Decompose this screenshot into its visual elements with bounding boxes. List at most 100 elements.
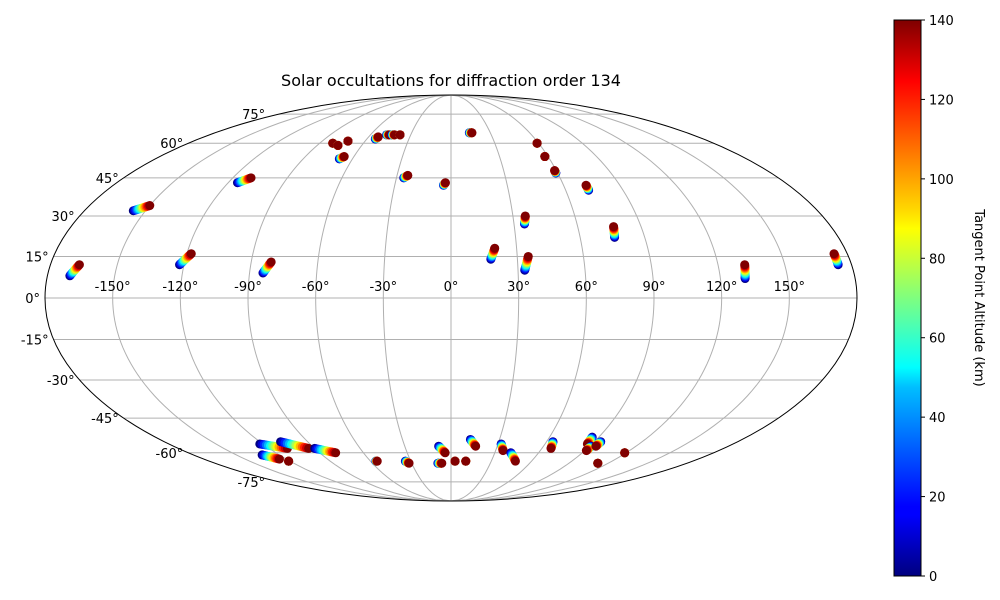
occultation-track xyxy=(506,448,520,466)
occultation-track xyxy=(439,178,450,190)
data-point xyxy=(266,257,276,267)
occultation-track xyxy=(433,458,447,468)
longitude-tick-label: 60° xyxy=(575,280,598,295)
occultation-track xyxy=(258,257,276,278)
data-point xyxy=(523,251,533,261)
occultation-track xyxy=(461,456,471,466)
data-point xyxy=(829,249,839,259)
latitude-tick-label: -60° xyxy=(156,447,184,462)
map-boundary xyxy=(44,94,858,502)
colorbar-tick-label: 100 xyxy=(929,173,954,188)
data-point xyxy=(593,458,603,468)
occultation-track xyxy=(257,450,284,464)
occultation-track xyxy=(465,434,481,451)
occultation-track xyxy=(496,439,508,456)
colorbar-tick-label: 60 xyxy=(929,332,946,347)
occultation-track xyxy=(65,260,84,281)
data-point xyxy=(581,446,591,456)
latitude-tick-label: -75° xyxy=(237,476,265,491)
occultation-track xyxy=(740,260,750,284)
data-point xyxy=(546,443,556,453)
latitude-tick-label: 15° xyxy=(26,250,49,265)
occultation-track xyxy=(387,130,400,140)
data-point xyxy=(471,441,481,451)
colorbar-tick-label: 40 xyxy=(929,411,946,426)
data-point xyxy=(581,180,591,190)
colorbar-tick-label: 140 xyxy=(929,14,954,29)
data-point xyxy=(246,173,256,183)
occultation-track xyxy=(333,140,343,150)
data-point xyxy=(403,170,413,180)
data-point xyxy=(145,201,155,211)
occultation-track xyxy=(232,173,256,188)
data-point xyxy=(740,260,750,270)
longitude-tick-label: 30° xyxy=(507,280,530,295)
latitude-tick-label: 0° xyxy=(25,292,40,307)
occultation-track xyxy=(371,456,382,466)
occultation-track xyxy=(540,152,550,162)
latitude-tick-label: -45° xyxy=(91,412,119,427)
occultation-track xyxy=(464,128,477,138)
occultation-track xyxy=(399,170,413,183)
occultation-track xyxy=(395,130,405,140)
colorbar-tick-label: 80 xyxy=(929,252,946,267)
occultation-track xyxy=(546,437,558,453)
occultation-track xyxy=(550,166,561,178)
data-point xyxy=(440,448,450,458)
data-point xyxy=(339,152,349,162)
occultation-track xyxy=(486,243,500,264)
data-point xyxy=(373,132,383,142)
occultation-track xyxy=(520,211,530,229)
data-point xyxy=(510,456,520,466)
data-point xyxy=(440,178,450,188)
data-point xyxy=(404,458,414,468)
data-point xyxy=(520,211,530,221)
occultation-track xyxy=(255,439,292,453)
latitude-tick-label: 75° xyxy=(242,108,265,123)
colorbar-label: Tangent Point Altitude (km) xyxy=(971,208,986,386)
data-point xyxy=(450,456,460,466)
latitude-tick-label: -15° xyxy=(21,334,49,349)
colorbar-tick-label: 120 xyxy=(929,93,954,108)
occultation-points xyxy=(65,128,843,468)
data-point xyxy=(74,260,84,270)
data-point xyxy=(620,448,630,458)
occultation-track xyxy=(434,441,450,458)
longitude-tick-label: -30° xyxy=(369,280,397,295)
occultation-track xyxy=(128,201,155,216)
occultation-track xyxy=(450,456,460,466)
longitude-tick-label: 120° xyxy=(706,280,737,295)
data-point xyxy=(490,243,500,253)
data-point xyxy=(609,222,619,232)
occultation-track xyxy=(400,456,414,468)
latitude-tick-label: 45° xyxy=(96,172,119,187)
occultation-track xyxy=(310,443,341,458)
colorbar: 0 20 40 60 80 100 120 140 Tangent Point Altitud… xyxy=(893,14,986,585)
longitude-tick-label: 150° xyxy=(774,280,805,295)
data-point xyxy=(591,441,601,451)
data-point xyxy=(372,456,382,466)
data-point xyxy=(274,454,284,464)
data-point xyxy=(540,152,550,162)
data-point xyxy=(467,128,477,138)
longitude-tick-label: 90° xyxy=(642,280,665,295)
occultation-track xyxy=(581,180,594,195)
latitude-tick-labels: -75° -60° -45° -30° -15° 0° 15° 30° 45° 60° 75° xyxy=(21,108,265,491)
longitude-tick-labels: -150° -120° -90° -60° -30° 0° 30° 60° 90° 120° 150… xyxy=(95,280,805,295)
data-point xyxy=(498,446,508,456)
occultation-track xyxy=(593,458,603,468)
colorbar-ticks: 0 20 40 60 80 100 120 140 xyxy=(921,14,954,585)
occultation-track xyxy=(532,138,542,148)
longitude-tick-label: -150° xyxy=(95,280,131,295)
occultation-track xyxy=(370,132,383,144)
data-point xyxy=(395,130,405,140)
occultation-track xyxy=(284,456,294,466)
latitude-tick-label: 60° xyxy=(160,137,183,152)
longitude-tick-label: -90° xyxy=(234,280,262,295)
colorbar-tick-label: 20 xyxy=(929,491,946,506)
chart-title: Solar occultations for diffraction order… xyxy=(281,71,621,90)
longitude-tick-label: 0° xyxy=(444,280,459,295)
data-point xyxy=(186,249,196,259)
colorbar-tick-label: 0 xyxy=(929,570,937,585)
